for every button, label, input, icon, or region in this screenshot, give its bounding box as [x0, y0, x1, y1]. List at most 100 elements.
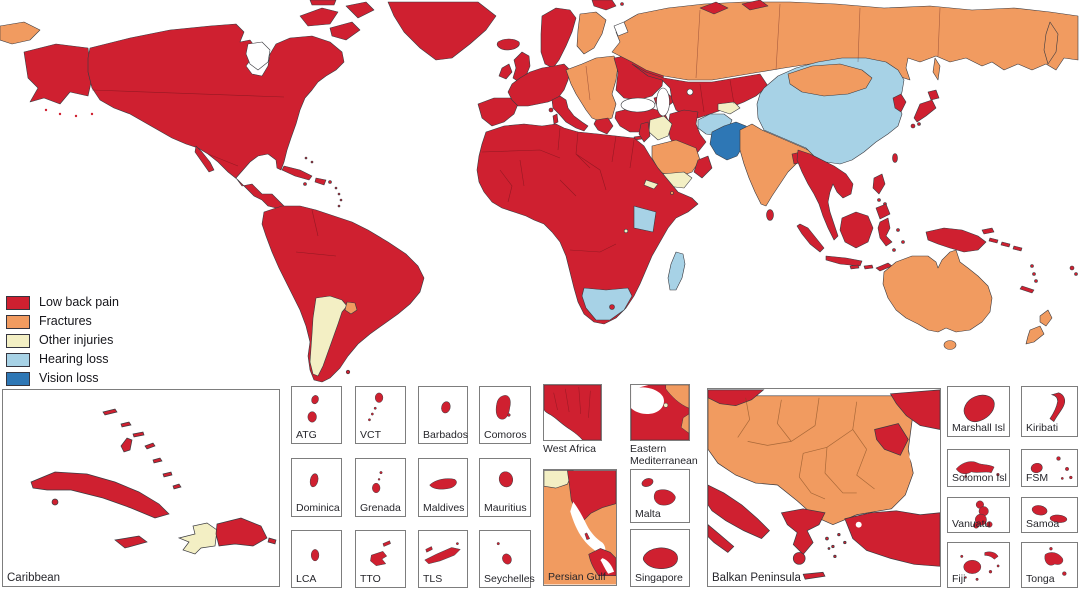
legend-swatch-hearing-loss [6, 352, 30, 367]
region-korea [892, 93, 907, 113]
region-philippines [872, 173, 891, 220]
tls-island [424, 542, 461, 565]
emed-orange-2 [680, 413, 689, 434]
samoa-islands [1031, 505, 1068, 523]
barbados-island [441, 401, 451, 414]
balkan-black-sea [909, 439, 940, 517]
balkan-borders [737, 397, 875, 500]
inset-caribbean: Caribbean [2, 389, 280, 587]
inset-label-west-africa: West Africa [543, 443, 596, 455]
legend-label: Vision loss [39, 371, 99, 385]
region-oman [693, 155, 713, 179]
seychelles-islands [496, 542, 512, 565]
legend-swatch-other-injuries [6, 333, 30, 348]
atg-islands [307, 395, 319, 423]
inset-west-africa [543, 384, 602, 441]
malta-islands [641, 478, 676, 506]
emed-dot [663, 402, 669, 408]
vanuatu-islands [973, 500, 993, 529]
mauritius-island [498, 471, 514, 488]
region-eritrea [643, 179, 659, 190]
jamaica [114, 535, 148, 549]
inset-atg: ATG [291, 386, 342, 444]
region-iberia [477, 97, 519, 127]
region-arctic-islands [299, 0, 375, 41]
west-africa-land [544, 385, 601, 440]
region-eastern-europe [565, 55, 619, 123]
isla-juventud [51, 498, 59, 506]
region-caribbean-islands [281, 156, 343, 208]
region-sakhalin [932, 57, 941, 81]
world-map [0, 0, 1079, 383]
region-kamchatka [1043, 21, 1059, 65]
grenada-islands [372, 471, 383, 494]
legend-swatch-vision-loss [6, 371, 30, 386]
region-ireland [498, 63, 513, 80]
pg-iran [567, 470, 616, 522]
inset-grenada: Grenada [355, 458, 406, 517]
balkan-greece [780, 508, 847, 580]
balkan-ukraine [889, 389, 940, 430]
legend-label: Fractures [39, 314, 92, 328]
emed-orange [665, 385, 689, 409]
region-lesotho [609, 304, 615, 310]
balkan-italy [708, 484, 770, 553]
region-falklands [345, 369, 351, 375]
region-papua-new-guinea [925, 227, 995, 253]
cuba [30, 471, 170, 519]
tto-islands [370, 540, 391, 566]
region-alaska [23, 43, 93, 105]
inset-persian-gulf: Persian Gulf [543, 469, 617, 586]
region-finland [576, 11, 607, 55]
inset-comoros: Comoros [479, 386, 531, 444]
region-russia [611, 1, 1079, 81]
balkan-moldova [874, 423, 909, 456]
legend-item-vision-loss: Vision loss [6, 371, 119, 386]
puerto-rico [267, 537, 277, 545]
region-uruguay [344, 301, 358, 315]
region-italy [551, 95, 589, 132]
inset-maldives: Maldives [418, 458, 468, 517]
inset-balkan: Balkan Peninsula [707, 388, 941, 587]
region-new-zealand [1025, 309, 1053, 345]
west-africa-borders [553, 386, 591, 418]
inset-kiribati: Kiribati [1021, 386, 1078, 437]
inset-singapore: Singapore [630, 529, 690, 587]
aral-sea [686, 88, 694, 96]
black-sea [620, 97, 656, 113]
legend-item-hearing-loss: Hearing loss [6, 352, 119, 367]
region-south-africa [581, 287, 633, 321]
region-novaya-zemlya [699, 0, 769, 15]
solomon-islands [955, 461, 1000, 478]
legend-swatch-low-back-pain [6, 295, 30, 310]
region-north-america [87, 23, 345, 217]
region-levant [638, 121, 651, 143]
region-india [739, 123, 821, 207]
inset-label-eastern-mediterranean: Eastern Mediterranean [630, 443, 698, 467]
region-sri-lanka [766, 209, 774, 221]
region-iceland [496, 38, 520, 51]
region-indonesia [796, 211, 905, 272]
aleutian-islands [44, 108, 94, 118]
emed-sea [631, 387, 664, 414]
marshall-island [963, 394, 995, 423]
balkan-turkey [844, 510, 940, 567]
pg-qatar [584, 532, 591, 540]
region-svalbard [591, 0, 624, 11]
region-se-asia [796, 149, 854, 241]
region-south-america [261, 205, 425, 383]
singapore-island [642, 547, 678, 569]
inset-eastern-mediterranean [630, 384, 690, 441]
balkan-austria [708, 389, 765, 407]
region-mongolia [787, 63, 873, 97]
haiti [177, 522, 218, 555]
region-madagascar [667, 251, 686, 291]
region-kenya [633, 205, 657, 233]
legend-item-fractures: Fractures [6, 314, 119, 329]
region-greenland [387, 1, 497, 61]
region-australia [882, 249, 993, 333]
region-taiwan [892, 153, 898, 163]
legend-item-low-back-pain: Low back pain [6, 295, 119, 310]
region-baja [194, 145, 215, 173]
